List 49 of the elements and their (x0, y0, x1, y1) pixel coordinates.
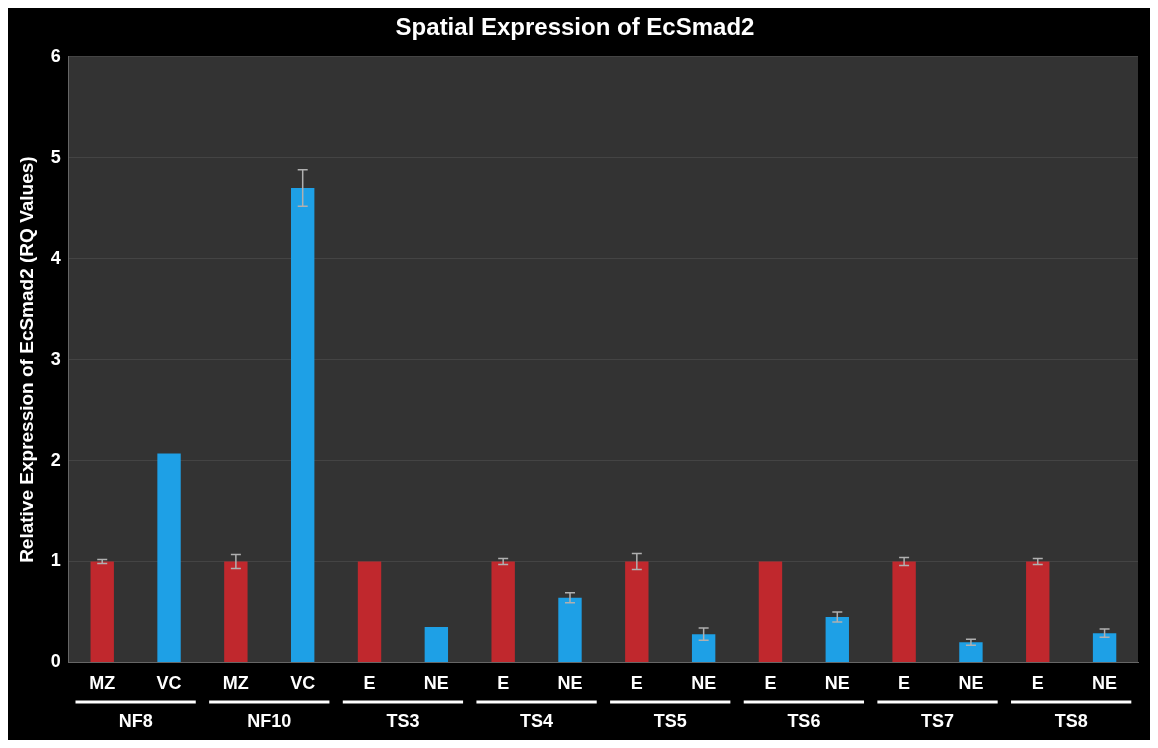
bar (558, 597, 582, 662)
x-tick-label: NE (958, 673, 984, 694)
text: TS3 (386, 710, 420, 731)
y-tick-label: 1 (50, 550, 61, 571)
x-tick-label: E (630, 673, 643, 694)
x-tick-label: E (497, 673, 510, 694)
bar (1092, 633, 1117, 662)
x-tick-label: VC (290, 673, 316, 694)
x-tick-label: E (898, 673, 911, 694)
x-tick-label: NE (1092, 673, 1118, 694)
text: TS7 (921, 710, 955, 731)
text: TS4 (520, 710, 554, 731)
bar (959, 642, 983, 662)
x-tick-label: NE (691, 673, 717, 694)
text: NF8 (118, 710, 153, 731)
bar (892, 561, 916, 662)
y-axis-title: Relative Expression of EcSmad2 (RQ Values) (15, 156, 37, 563)
x-tick-label: E (363, 673, 376, 694)
y-tick-label: 2 (50, 449, 61, 470)
x-tick-label: E (1031, 673, 1044, 694)
text: TS6 (787, 710, 821, 731)
x-tick-label: MZ (89, 673, 116, 694)
y-tick-label: 6 (50, 45, 61, 66)
bar (825, 616, 849, 662)
y-tick-label: 3 (50, 348, 61, 369)
bar (758, 561, 783, 662)
y-tick-label: 4 (50, 247, 61, 268)
x-tick-label: VC (156, 673, 182, 694)
x-tick-label: MZ (222, 673, 249, 694)
bar (224, 561, 248, 662)
bar (1026, 561, 1050, 662)
bar (291, 188, 315, 662)
x-tick-label: NE (557, 673, 583, 694)
y-tick-label: 0 (50, 651, 61, 672)
text: TS5 (653, 710, 687, 731)
y-tick-label: 5 (50, 146, 61, 167)
bar (90, 561, 114, 662)
text: NF10 (247, 710, 292, 731)
bar (691, 634, 716, 662)
x-tick-label: E (764, 673, 777, 694)
x-tick-label: NE (423, 673, 449, 694)
bar (357, 561, 382, 662)
x-tick-label: NE (824, 673, 850, 694)
bar (424, 627, 449, 662)
bar (625, 561, 649, 662)
bar (491, 561, 515, 662)
text: TS8 (1054, 710, 1088, 731)
bar (157, 453, 181, 662)
chart-title: Spatial Expression of EcSmad2 (395, 13, 755, 41)
